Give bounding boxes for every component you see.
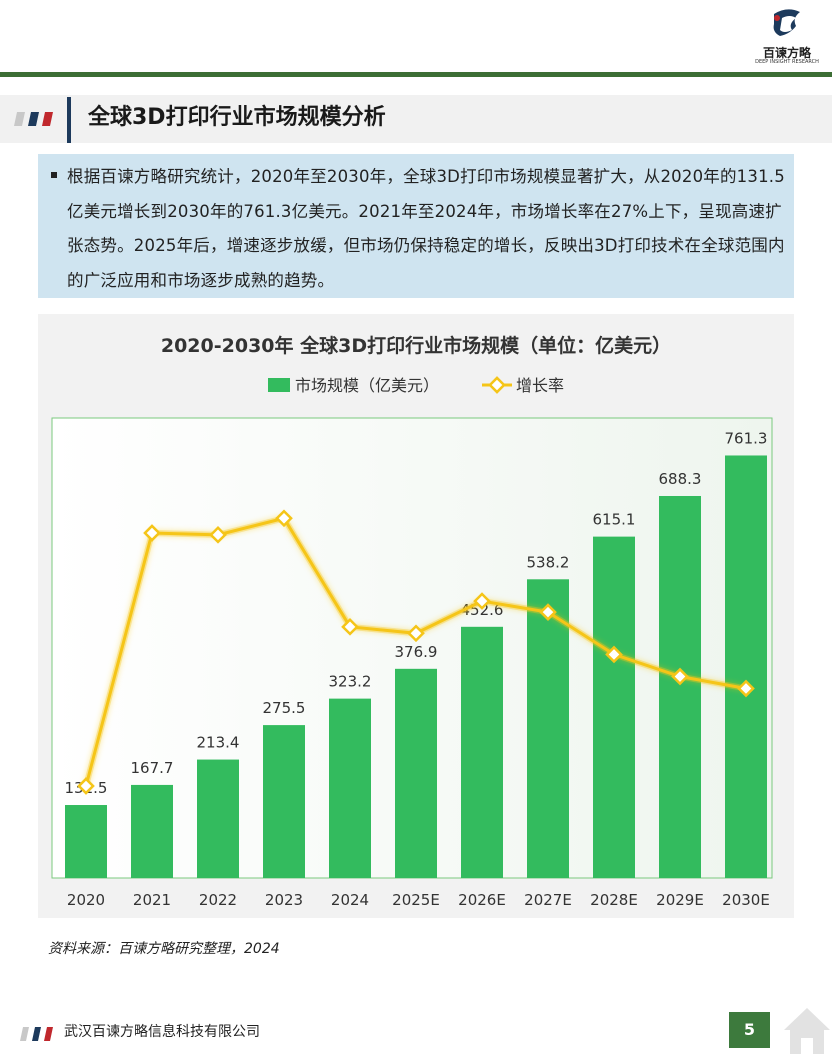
x-tick-2024: 2024 — [331, 891, 369, 909]
bar-2025E — [395, 668, 437, 878]
bar-label-2027E: 538.2 — [527, 553, 570, 571]
chart-title: 2020-2030年 全球3D打印行业市场规模（单位：亿美元） — [161, 334, 671, 357]
source-note: 资料来源：百谏方略研究整理，2024 — [48, 941, 280, 957]
x-tick-2020: 2020 — [67, 891, 105, 909]
x-tick-2025E: 2025E — [392, 891, 440, 909]
bar-2020 — [65, 805, 107, 878]
home-icon[interactable] — [782, 1000, 832, 1058]
logo-text: 百谏方略 — [762, 46, 811, 60]
bullet-icon — [51, 172, 57, 178]
bar-2029E — [659, 495, 701, 878]
bar-2023 — [263, 725, 305, 878]
growth-point-2024 — [341, 618, 359, 636]
bar-series — [65, 455, 767, 878]
legend: 市场规模（亿美元） 增长率 — [268, 376, 564, 395]
legend-bar-label: 市场规模（亿美元） — [295, 376, 439, 395]
bar-2024 — [329, 698, 371, 878]
bar-2030E — [725, 455, 767, 878]
section-band — [0, 95, 832, 143]
page-number: 5 — [729, 1012, 770, 1048]
bar-2021 — [131, 784, 173, 878]
bar-2022 — [197, 759, 239, 878]
chart: 2020-2030年 全球3D打印行业市场规模（单位：亿美元） 市场规模（亿美元… — [51, 334, 773, 909]
bar-label-2025E: 376.9 — [395, 643, 438, 661]
x-tick-2028E: 2028E — [590, 891, 638, 909]
bar-label-2029E: 688.3 — [659, 470, 702, 488]
x-tick-2029E: 2029E — [656, 891, 704, 909]
summary-box — [38, 154, 794, 298]
growth-point-2022 — [209, 526, 227, 544]
growth-point-2028E — [605, 645, 623, 664]
growth-point-2023 — [275, 509, 293, 528]
bar-2028E — [593, 536, 635, 878]
section-title: 全球3D打印行业市场规模分析 — [88, 105, 386, 130]
x-tick-2023: 2023 — [265, 891, 303, 909]
x-tick-2027E: 2027E — [524, 891, 572, 909]
growth-point-2029E — [671, 667, 689, 686]
x-tick-2021: 2021 — [133, 891, 171, 909]
growth-point-2020 — [77, 777, 95, 795]
header-rule — [0, 72, 832, 77]
legend-bar-swatch — [268, 378, 290, 392]
band-divider — [67, 97, 71, 143]
flag-stripes-icon — [14, 112, 53, 126]
growth-point-2025E — [407, 624, 425, 643]
company-name: 武汉百谏方略信息科技有限公司 — [64, 1024, 260, 1040]
growth-point-2021 — [143, 524, 161, 542]
bar-2027E — [527, 579, 569, 878]
x-axis: 2020 2021 2022 2023 2024 2025E 2026E 2027E 2028E… — [67, 891, 770, 909]
x-tick-2026E: 2026E — [458, 891, 506, 909]
bar-label-2022: 213.4 — [197, 734, 240, 752]
legend-line-marker — [488, 376, 506, 394]
bar-label-2024: 323.2 — [329, 673, 372, 691]
bar-label-2023: 275.5 — [263, 699, 306, 717]
flag-stripes-icon — [20, 1027, 53, 1041]
growth-point-2027E — [539, 603, 557, 621]
growth-point-2030E — [737, 679, 755, 698]
x-tick-2030E: 2030E — [722, 891, 770, 909]
x-tick-2022: 2022 — [199, 891, 237, 909]
bar-label-2030E: 761.3 — [725, 429, 768, 447]
growth-point-2026E — [473, 592, 491, 610]
bar-label-2021: 167.7 — [131, 759, 174, 777]
legend-line-label: 增长率 — [516, 376, 564, 395]
bar-label-2028E: 615.1 — [593, 511, 636, 529]
logo-subtitle: DEEP INSIGHT RESEARCH — [755, 59, 819, 65]
company-logo — [773, 9, 800, 36]
bar-2026E — [461, 626, 503, 878]
growth-line-series — [77, 509, 755, 795]
summary-text: 根据百谏方略研究统计，2020年至2030年，全球3D打印市场规模显著扩大，从2… — [67, 167, 785, 290]
